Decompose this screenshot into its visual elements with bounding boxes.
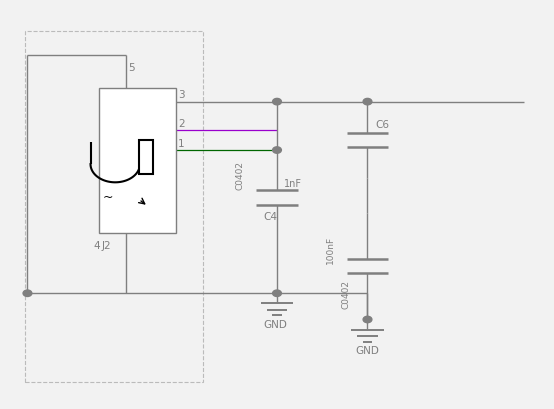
Text: J2: J2 (101, 241, 111, 251)
Circle shape (363, 99, 372, 105)
Text: C6: C6 (376, 120, 389, 130)
Text: 3: 3 (178, 90, 185, 99)
Text: 4: 4 (93, 241, 100, 251)
Circle shape (363, 316, 372, 323)
Text: 5: 5 (129, 63, 135, 73)
Text: GND: GND (356, 346, 379, 356)
Text: GND: GND (263, 319, 287, 330)
Text: 2: 2 (178, 119, 185, 129)
Text: C0402: C0402 (341, 280, 350, 309)
Bar (139, 140, 152, 174)
Circle shape (273, 99, 281, 105)
Text: C0402: C0402 (236, 161, 245, 190)
Text: 1: 1 (178, 139, 185, 149)
Text: C4: C4 (263, 211, 278, 222)
Text: 100nF: 100nF (326, 236, 335, 264)
Circle shape (273, 290, 281, 297)
Bar (99, 88, 176, 233)
Bar (25, 31, 203, 382)
Text: 1nF: 1nF (284, 180, 301, 189)
Text: ~: ~ (103, 191, 114, 204)
Circle shape (273, 147, 281, 153)
Circle shape (23, 290, 32, 297)
